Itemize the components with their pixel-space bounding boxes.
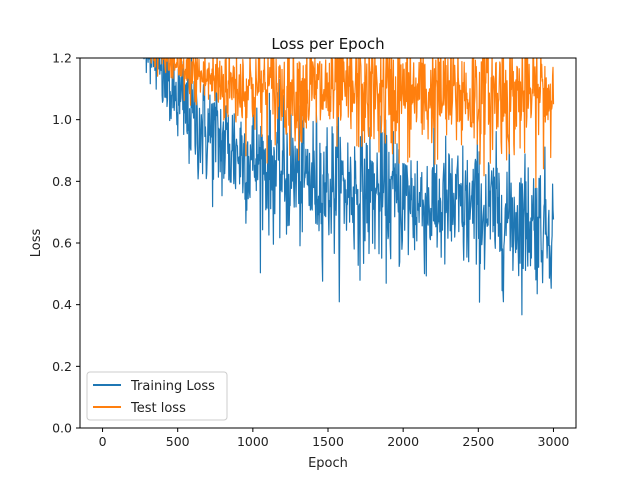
legend-box [86,371,228,421]
training-loss-line [143,58,555,316]
x-tick-label: 1500 [312,434,344,449]
x-tick-label: 1000 [237,434,269,449]
x-tick-label: 0 [99,434,107,449]
series-layer [143,58,555,316]
legend-label-training: Training Loss [130,379,215,394]
legend: Training Loss Test loss [86,371,228,421]
x-tick-label: 2500 [462,434,494,449]
y-axis: 0.0 0.2 0.4 0.6 0.8 1.0 1.2 [52,51,80,436]
y-axis-label: Loss [29,229,44,258]
y-tick-label: 0.8 [52,174,72,189]
y-tick-label: 0.2 [52,359,72,374]
x-tick-label: 2000 [387,434,419,449]
x-tick-label: 500 [166,434,190,449]
legend-label-test: Test loss [130,401,186,416]
chart-title: Loss per Epoch [271,35,384,53]
x-axis-label: Epoch [308,456,348,471]
y-tick-label: 1.2 [52,51,72,66]
y-tick-label: 0.6 [52,236,72,251]
test-loss-line [150,58,555,189]
x-axis: 0 500 1000 1500 2000 2500 3000 [99,428,570,449]
y-tick-label: 0.0 [52,421,72,436]
y-tick-label: 0.4 [52,297,72,312]
y-tick-label: 1.0 [52,112,72,127]
x-tick-label: 3000 [538,434,570,449]
